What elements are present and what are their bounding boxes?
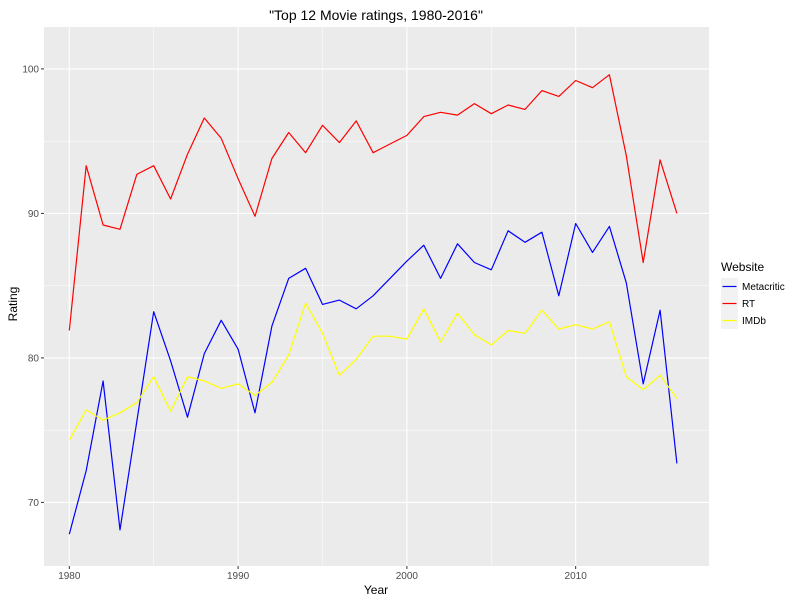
chart-title: "Top 12 Movie ratings, 1980-2016" — [269, 7, 483, 23]
legend: Website Metacritic RT IMDb — [721, 260, 785, 329]
legend-label-imdb: IMDb — [742, 316, 766, 327]
series-line-metacritic — [68, 222, 678, 535]
y-tick-label: 90 — [28, 209, 40, 220]
x-tick-label: 1980 — [58, 571, 81, 582]
series-lines — [68, 74, 678, 535]
series-line-rt — [68, 74, 678, 331]
y-tick-label: 80 — [28, 353, 40, 364]
grid-lines — [44, 27, 709, 566]
x-tick-label: 1990 — [227, 571, 250, 582]
y-axis: 70 80 90 100 — [22, 64, 44, 509]
legend-title: Website — [721, 260, 764, 274]
legend-label-rt: RT — [742, 299, 755, 310]
x-tick-label: 2010 — [565, 571, 588, 582]
y-tick-label: 70 — [28, 498, 40, 509]
y-axis-title: Rating — [6, 287, 20, 322]
series-line-imdb — [68, 302, 678, 441]
legend-label-metacritic: Metacritic — [742, 282, 785, 293]
x-axis-title: Year — [364, 583, 388, 597]
plot-panel — [44, 27, 709, 566]
x-axis: 1980 1990 2000 2010 — [58, 566, 587, 582]
x-tick-label: 2000 — [396, 571, 419, 582]
y-tick-label: 100 — [22, 64, 39, 75]
